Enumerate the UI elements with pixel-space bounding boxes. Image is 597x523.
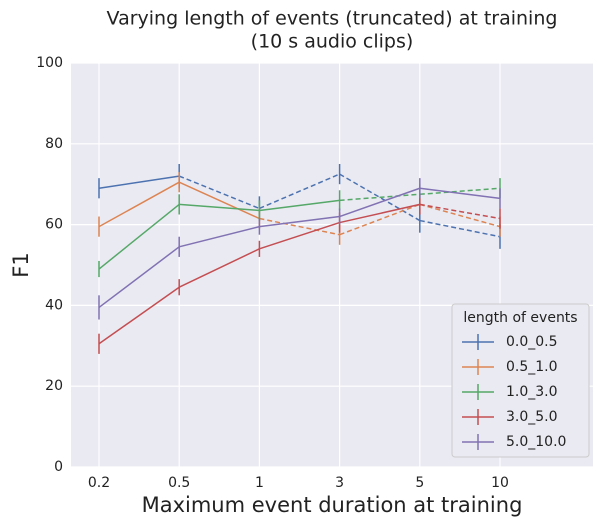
- line-segment: [178, 248, 260, 288]
- y-axis-label: F1: [9, 252, 33, 277]
- legend-title: length of events: [463, 310, 577, 326]
- line-segment: [339, 187, 421, 218]
- y-tick-label: 60: [45, 217, 63, 233]
- line-segment: [339, 193, 420, 202]
- x-tick-label: 0.5: [168, 475, 190, 491]
- line-segment: [259, 215, 340, 228]
- line-segment: [98, 203, 180, 270]
- line-segment: [178, 181, 260, 220]
- line-segment: [419, 219, 501, 238]
- line-segment: [419, 203, 501, 228]
- line-segment: [259, 199, 340, 212]
- line-segment: [419, 203, 501, 220]
- x-tick-label: 0.2: [88, 475, 110, 491]
- line-segment: [259, 173, 340, 210]
- legend-label: 5.0_10.0: [506, 434, 566, 450]
- line-segment: [98, 181, 180, 228]
- line-segment: [179, 203, 260, 212]
- line-segment: [178, 175, 260, 210]
- chart-title: Varying length of events (truncated) at …: [107, 8, 558, 30]
- x-tick-label: 3: [335, 475, 344, 491]
- y-tick-label: 0: [54, 459, 63, 475]
- y-tick-label: 80: [45, 136, 63, 152]
- legend-label: 0.5_1.0: [506, 359, 558, 375]
- y-tick-label: 20: [45, 378, 63, 394]
- line-segment: [259, 221, 340, 250]
- line-segment: [419, 187, 501, 200]
- line-segment: [259, 217, 340, 236]
- line-segment: [339, 203, 420, 224]
- line-segment: [98, 246, 180, 309]
- y-tick-label: 100: [36, 55, 63, 71]
- y-tick-label: 40: [45, 297, 63, 313]
- x-tick-label: 1: [255, 475, 264, 491]
- x-tick-label: 5: [415, 475, 424, 491]
- line-segment: [339, 203, 421, 236]
- legend-label: 3.0_5.0: [506, 409, 558, 425]
- line-segment: [179, 225, 260, 248]
- legend-label: 0.0_0.5: [506, 334, 558, 350]
- x-tick-label: 10: [491, 475, 509, 491]
- line-segment: [98, 286, 180, 345]
- line-segment: [98, 175, 180, 189]
- line-segment: [419, 187, 501, 196]
- legend-label: 1.0_3.0: [506, 384, 558, 400]
- x-axis-label: Maximum event duration at training: [142, 493, 523, 517]
- chart-title: (10 s audio clips): [251, 31, 414, 53]
